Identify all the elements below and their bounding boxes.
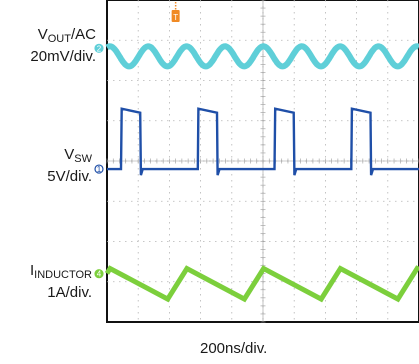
channel-scale-inductor: 1A/div. [47, 284, 92, 301]
channel-marker-shape [94, 43, 104, 53]
channel-label-vsw: VSW 5V/div. [47, 146, 92, 185]
channel-marker-shape [94, 269, 104, 279]
trace-vout-ripple [104, 43, 419, 70]
graticule [106, 0, 419, 323]
channel-label-vout: VOUT/AC 20mV/div. [30, 26, 96, 65]
channel-marker-4: 4 [94, 269, 104, 279]
trace-switch-voltage [107, 107, 419, 176]
channel-marker-text: 1 [97, 165, 102, 174]
channel-scale-vsw: 5V/div. [47, 168, 92, 185]
trace-inductor-current [104, 265, 419, 303]
channel-marker-text: 2 [97, 44, 102, 53]
trigger-marker-shape [171, 10, 180, 22]
channel-markers: 2 1 4 T [94, 2, 180, 279]
x-axis-label: 200ns/div. [200, 340, 268, 357]
channel-marker-text: 4 [97, 270, 102, 279]
trigger-marker-text: T [173, 13, 178, 22]
channel-scale-vout: 20mV/div. [30, 48, 96, 65]
traces [104, 43, 419, 303]
channel-label-inductor: IINDUCTOR 1A/div. [29, 262, 92, 301]
channel-marker-1: 1 [94, 164, 104, 174]
channel-marker-2: 2 [94, 43, 104, 53]
trigger-marker: T [171, 2, 180, 22]
channel-marker-shape [94, 164, 104, 174]
